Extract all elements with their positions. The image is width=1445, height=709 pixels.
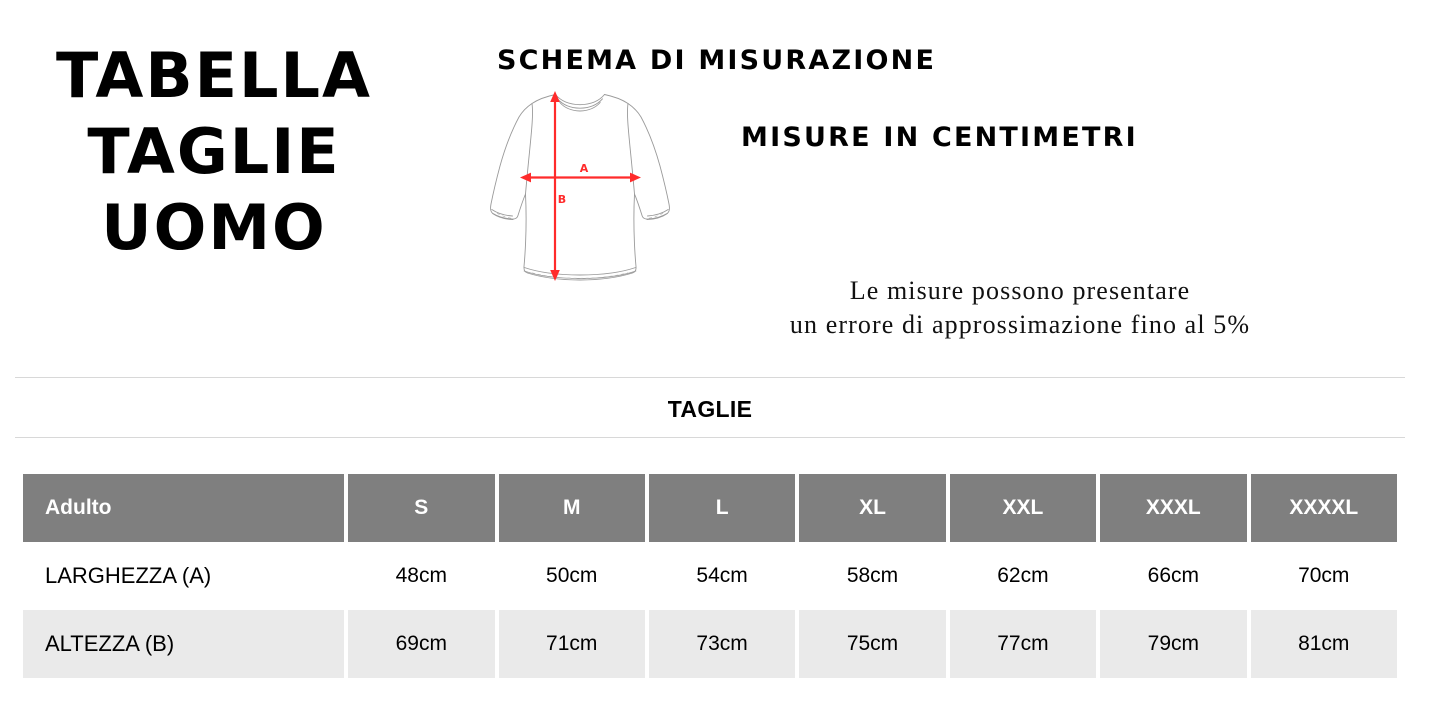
disclaimer-line-2: un errore di approssimazione fino al 5% xyxy=(789,310,1251,339)
row-label-altezza: ALTEZZA (B) xyxy=(23,610,345,678)
header-cell-size-m: M xyxy=(498,474,645,542)
page-title-line-3: UOMO xyxy=(101,191,327,264)
diagram-label-b: B xyxy=(558,193,566,206)
measurement-unit-heading: MISURE IN CENTIMETRI xyxy=(741,122,1138,153)
measurement-scheme-heading: SCHEMA DI MISURAZIONE xyxy=(497,45,937,76)
table-header-row: Adulto S M L XL XXL XXXL XXXXL xyxy=(23,474,1397,542)
cell-larghezza-xl: 58cm xyxy=(799,542,946,610)
header-cell-category: Adulto xyxy=(23,474,345,542)
header-cell-size-s: S xyxy=(348,474,495,542)
table-row: ALTEZZA (B) 69cm 71cm 73cm 75cm 77cm 79c… xyxy=(23,610,1397,678)
cell-larghezza-m: 50cm xyxy=(498,542,645,610)
cell-altezza-s: 69cm xyxy=(348,610,495,678)
table-row: LARGHEZZA (A) 48cm 50cm 54cm 58cm 62cm 6… xyxy=(23,542,1397,610)
row-label-larghezza: LARGHEZZA (A) xyxy=(23,542,345,610)
cell-altezza-xxxxl: 81cm xyxy=(1250,610,1397,678)
page-title-line-2: TAGLIE xyxy=(87,115,341,188)
cell-altezza-l: 73cm xyxy=(648,610,796,678)
disclaimer-line-1: Le misure possono presentare xyxy=(849,276,1191,305)
size-chart-table: Adulto S M L XL XXL XXXL XXXXL LARGHEZZA… xyxy=(19,474,1401,678)
shirt-diagram: A B xyxy=(472,82,698,287)
cell-altezza-xxl: 77cm xyxy=(949,610,1097,678)
cell-larghezza-xxxl: 66cm xyxy=(1100,542,1247,610)
cell-altezza-xl: 75cm xyxy=(799,610,946,678)
page-title: TABELLA TAGLIE UOMO xyxy=(14,38,414,266)
header-cell-size-xxxl: XXXL xyxy=(1100,474,1247,542)
header-cell-size-xxl: XXL xyxy=(949,474,1097,542)
measurement-disclaimer: Le misure possono presentare un errore d… xyxy=(640,274,1400,342)
cell-altezza-xxxl: 79cm xyxy=(1100,610,1247,678)
header-cell-size-l: L xyxy=(648,474,796,542)
header-cell-size-xxxxl: XXXXL xyxy=(1250,474,1397,542)
cell-altezza-m: 71cm xyxy=(498,610,645,678)
divider-top xyxy=(15,377,1405,378)
page-title-line-1: TABELLA xyxy=(55,39,373,112)
header-cell-size-xl: XL xyxy=(799,474,946,542)
divider-bottom xyxy=(15,437,1405,438)
sizes-band: TAGLIE xyxy=(0,372,1445,460)
diagram-label-a: A xyxy=(580,162,589,175)
cell-larghezza-l: 54cm xyxy=(648,542,796,610)
sizes-band-label: TAGLIE xyxy=(667,396,753,422)
cell-larghezza-xxl: 62cm xyxy=(949,542,1097,610)
cell-larghezza-xxxxl: 70cm xyxy=(1250,542,1397,610)
header-section: TABELLA TAGLIE UOMO SCHEMA DI MISURAZION… xyxy=(14,38,1400,342)
cell-larghezza-s: 48cm xyxy=(348,542,495,610)
